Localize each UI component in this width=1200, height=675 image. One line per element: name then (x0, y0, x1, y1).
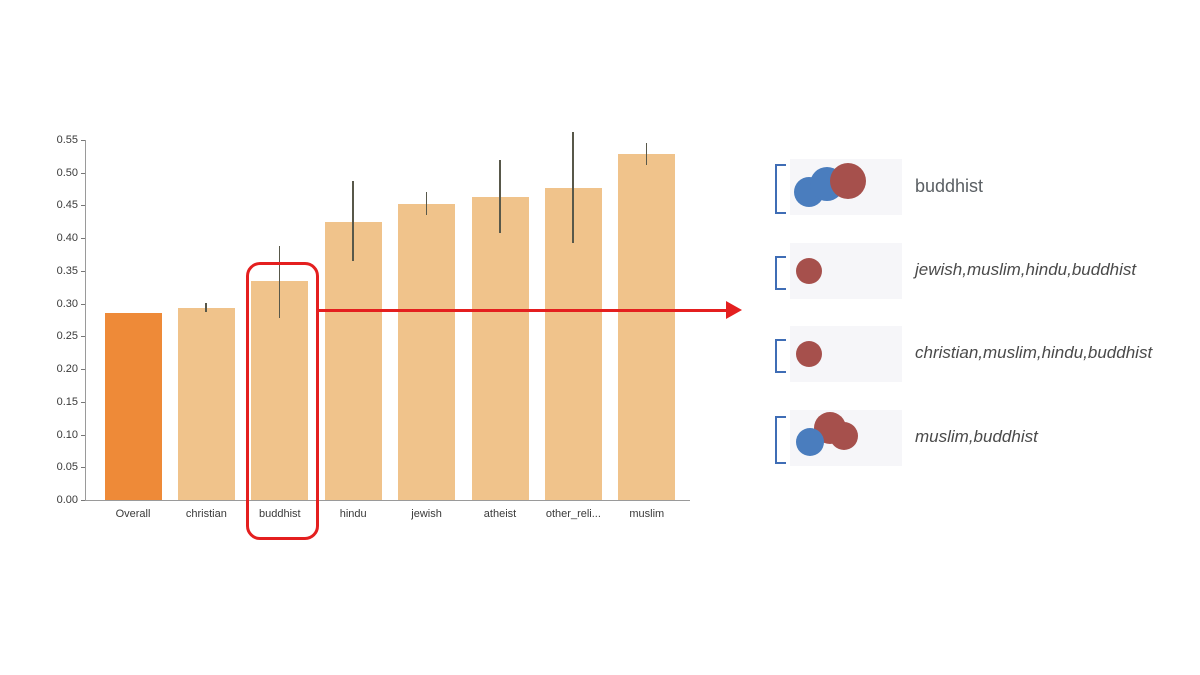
y-tick-mark (81, 401, 85, 403)
x-label-other_reli...: other_reli... (545, 508, 601, 520)
bar-muslim (618, 154, 676, 500)
y-tick-mark (81, 238, 85, 240)
y-tick-label: 0.45 (56, 199, 78, 212)
y-tick-label: 0.40 (56, 232, 78, 245)
x-label-jewish: jewish (411, 508, 442, 520)
cluster-row: muslim,buddhist (775, 410, 1195, 467)
y-tick-label: 0.05 (56, 461, 78, 474)
cluster-label: jewish,muslim,hindu,buddhist (915, 259, 1137, 279)
y-tick-label: 0.55 (56, 134, 78, 146)
bar-atheist (471, 196, 529, 500)
y-tick-mark (81, 270, 85, 272)
red-circle-icon (830, 422, 858, 451)
y-tick-mark (81, 140, 85, 141)
y-tick-label: 0.00 (56, 494, 78, 506)
y-tick-mark (81, 500, 85, 501)
cluster-row: buddhist (775, 159, 1195, 215)
y-tick-label: 0.10 (56, 428, 78, 441)
cluster-label: christian,muslim,hindu,buddhist (915, 343, 1153, 363)
highlight-box (246, 262, 319, 540)
y-tick-mark (81, 434, 85, 436)
x-axis-line (85, 500, 690, 501)
x-label-buddhist: buddhist (259, 508, 301, 520)
cluster-row: jewish,muslim,hindu,buddhist (775, 242, 1195, 299)
x-label-atheist: atheist (483, 508, 517, 520)
cluster-bracket-icon (775, 164, 786, 214)
error-bar-other_reli... (572, 132, 574, 243)
error-bar-christian (205, 302, 207, 313)
y-tick-mark (81, 336, 85, 338)
y-tick-mark (81, 205, 85, 207)
cluster-panel (790, 326, 902, 383)
cluster-bracket-icon (775, 416, 786, 465)
arrow-line (316, 309, 728, 312)
y-tick-mark (81, 303, 85, 305)
x-label-muslim: muslim (629, 508, 665, 520)
bar-hindu (324, 221, 382, 500)
y-tick-label: 0.35 (56, 264, 78, 277)
x-label-Overall: Overall (115, 508, 151, 520)
x-label-hindu: hindu (339, 508, 367, 520)
y-tick-mark (81, 172, 85, 174)
cluster-row: christian,muslim,hindu,buddhist (775, 326, 1195, 383)
bar-Overall (104, 313, 162, 500)
error-bar-atheist (499, 159, 501, 233)
error-bar-jewish (425, 192, 428, 216)
cluster-label: muslim,buddhist (915, 427, 1038, 447)
cluster-bracket-icon (775, 255, 786, 290)
blue-circle-icon (796, 428, 824, 457)
bar-christian (177, 308, 235, 500)
cluster-panel (790, 242, 902, 299)
y-tick-label: 0.15 (56, 395, 78, 408)
bar-jewish (398, 204, 456, 500)
cluster-bracket-icon (775, 339, 786, 374)
red-circle-icon (796, 341, 822, 368)
red-circle-icon (830, 163, 866, 199)
y-tick-label: 0.50 (56, 166, 78, 179)
x-label-christian: christian (185, 508, 227, 520)
error-bar-hindu (352, 181, 354, 262)
cluster-panel (790, 410, 902, 467)
error-bar-buddhist (278, 246, 281, 319)
y-tick-label: 0.20 (56, 363, 78, 376)
cluster-panel (790, 159, 902, 215)
y-tick-label: 0.30 (56, 297, 78, 310)
y-tick-mark (81, 467, 85, 469)
arrow-head-icon (726, 301, 742, 319)
cluster-label: buddhist (915, 176, 984, 196)
y-tick-label: 0.25 (56, 330, 78, 343)
red-circle-icon (796, 257, 822, 284)
error-bar-muslim (645, 142, 648, 165)
y-axis-line (85, 140, 86, 500)
y-tick-mark (81, 369, 85, 371)
